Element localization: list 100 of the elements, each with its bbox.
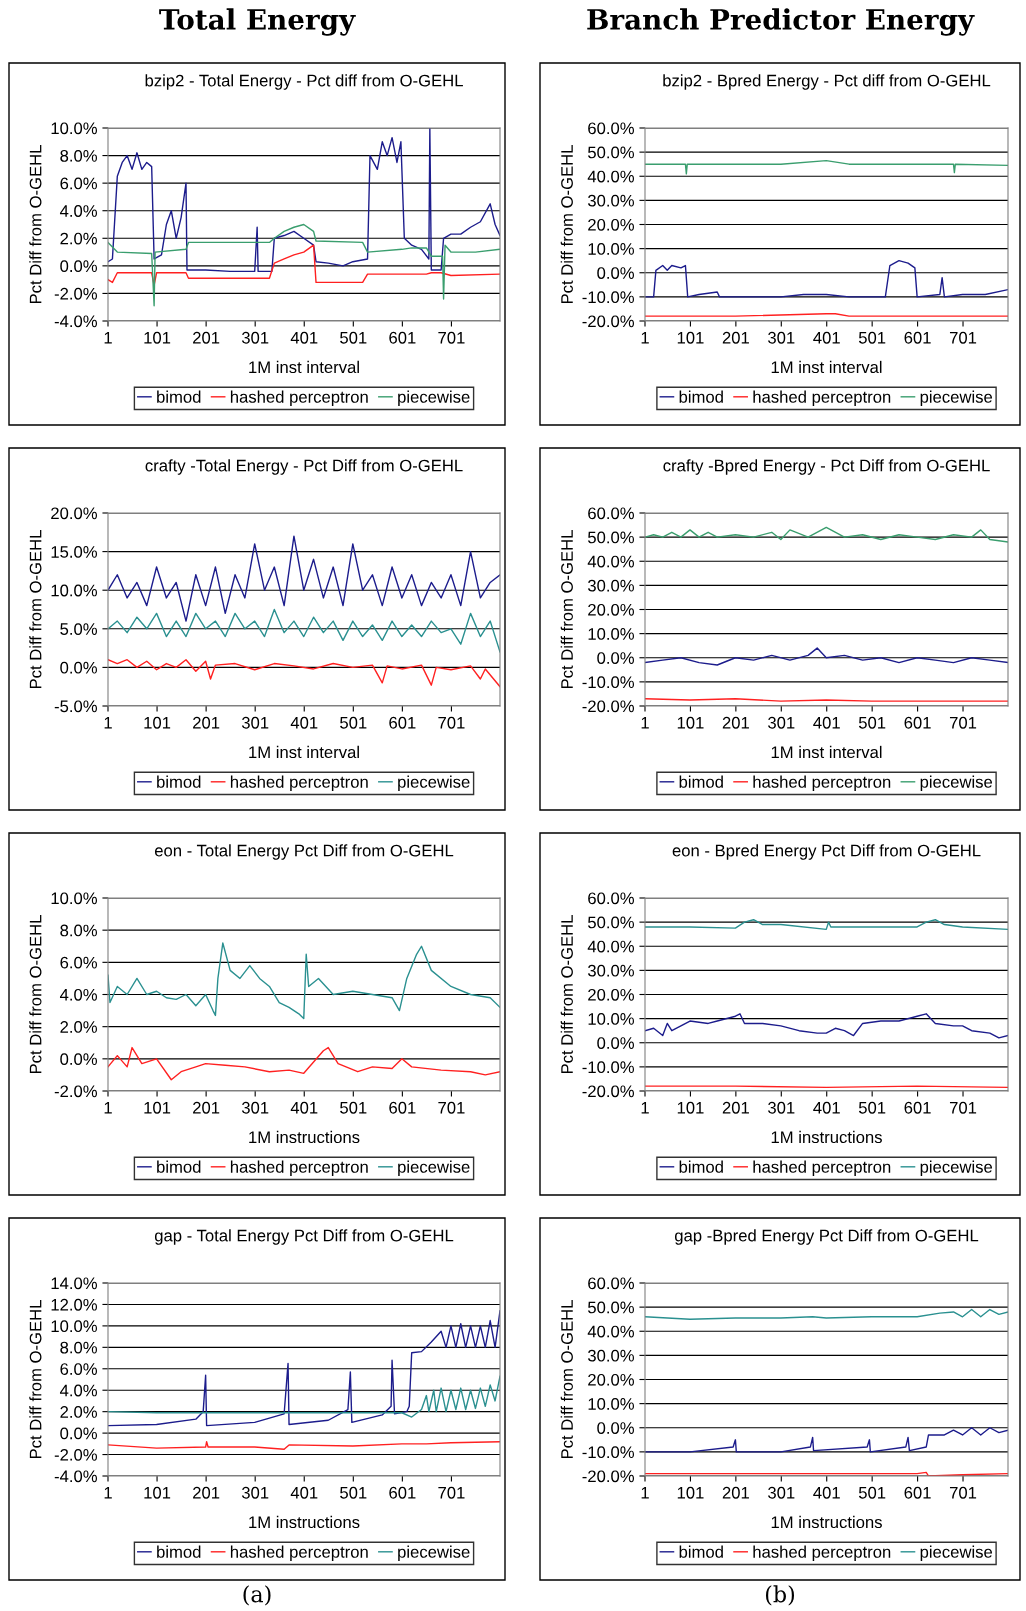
x-tick-label: 201	[193, 716, 220, 729]
y-tick-label: 8.0%	[60, 924, 97, 937]
x-axis-title: 1M inst interval	[249, 360, 359, 374]
y-tick-label: 20.0%	[51, 507, 97, 520]
y-tick-label: 50.0%	[587, 916, 634, 929]
legend-label: piecewise	[920, 1160, 993, 1177]
y-tick-label: 12.0%	[51, 1298, 97, 1311]
x-tick-label: 401	[290, 716, 318, 729]
x-tick-label: 1	[104, 332, 112, 344]
legend-label: bimod	[679, 775, 723, 788]
chart-title: crafty -Total Energy - Pct Diff from O-GEHL	[145, 459, 463, 475]
y-tick-label: 30.0%	[587, 964, 634, 977]
y-tick-label: 8.0%	[60, 149, 97, 162]
y-tick-label: 50.0%	[587, 146, 634, 159]
y-tick-label: -20.0%	[582, 315, 634, 328]
legend-label: piecewise	[398, 775, 470, 792]
legend-label: bimod	[679, 1545, 723, 1558]
x-tick-label: 301	[241, 1101, 269, 1114]
y-tick-label: -20.0%	[582, 700, 634, 713]
y-tick-label: 10.0%	[588, 243, 634, 255]
y-tick-label: -10.0%	[582, 1061, 634, 1074]
y-tick-label: 20.0%	[588, 988, 634, 1001]
y-tick-label: 6.0%	[60, 177, 97, 190]
x-tick-label: 501	[340, 1101, 367, 1114]
y-tick-label: -20.0%	[582, 1085, 634, 1098]
x-tick-label: 201	[722, 1486, 749, 1499]
legend-label: hashed perceptron	[753, 1160, 891, 1177]
y-tick-label: 50.0%	[587, 531, 634, 544]
x-tick-label: 701	[949, 716, 977, 729]
y-tick-label: 40.0%	[587, 555, 634, 568]
x-tick-label: 401	[813, 1101, 840, 1114]
y-tick-label: -10.0%	[582, 1446, 634, 1459]
legend-label: hashed perceptron	[230, 1545, 368, 1562]
y-tick-label: 4.0%	[59, 205, 97, 217]
y-tick-label: -2.0%	[54, 1448, 97, 1461]
legend-label: bimod	[157, 390, 201, 403]
y-axis-title: Pct Diff from O-GEHL	[560, 915, 573, 1074]
x-tick-label: 101	[144, 716, 171, 729]
x-tick-label: 101	[677, 716, 704, 729]
y-tick-label: -2.0%	[54, 1085, 97, 1098]
x-tick-label: 201	[193, 331, 220, 344]
y-tick-label: 40.0%	[587, 1325, 634, 1338]
x-tick-label: 1	[104, 1102, 112, 1114]
legend-label: piecewise	[920, 1545, 993, 1562]
y-tick-label: 0.0%	[60, 661, 97, 674]
x-tick-label: 201	[193, 1101, 220, 1114]
legend-label: hashed perceptron	[230, 1160, 368, 1177]
y-tick-label: 0.0%	[60, 260, 97, 273]
x-tick-label: 701	[949, 331, 977, 344]
chart-title: eon - Bpred Energy Pct Diff from O-GEHL	[672, 844, 981, 860]
x-axis-title: 1M instructions	[771, 1130, 882, 1144]
x-tick-label: 1	[104, 1487, 112, 1499]
x-tick-label: 101	[677, 331, 704, 344]
x-tick-label: 601	[904, 1486, 931, 1499]
text: Total Energy	[159, 8, 356, 36]
x-tick-label: 701	[438, 1101, 465, 1114]
y-tick-label: 10.0%	[588, 1398, 634, 1410]
y-tick-label: 30.0%	[587, 579, 634, 592]
y-tick-label: -20.0%	[582, 1470, 634, 1483]
y-tick-label: 0.0%	[597, 1037, 634, 1049]
y-tick-label: -5.0%	[54, 700, 97, 713]
x-tick-label: 601	[389, 1101, 416, 1114]
y-tick-label: 10.0%	[51, 122, 97, 135]
x-axis-title: 1M instructions	[249, 1515, 360, 1529]
x-tick-label: 601	[904, 331, 931, 344]
x-tick-label: 701	[949, 1486, 977, 1499]
y-tick-label: -4.0%	[54, 1470, 97, 1483]
x-tick-label: 1	[104, 717, 112, 729]
x-tick-label: 601	[389, 716, 416, 729]
y-tick-label: -2.0%	[54, 287, 97, 300]
x-tick-label: 101	[677, 1486, 704, 1499]
x-tick-label: 701	[949, 1101, 977, 1114]
y-axis-title: Pct Diff from O-GEHL	[560, 530, 573, 689]
y-tick-label: 20.0%	[588, 603, 634, 616]
x-tick-label: 401	[813, 331, 840, 344]
x-axis-title: 1M inst interval	[771, 745, 882, 759]
y-tick-label: 5.0%	[60, 623, 97, 635]
legend-label: bimod	[157, 1160, 201, 1173]
x-tick-label: 201	[722, 1101, 749, 1114]
y-tick-label: 40.0%	[587, 940, 634, 953]
x-tick-label: 301	[768, 1486, 795, 1499]
x-tick-label: 101	[144, 1486, 171, 1499]
y-tick-label: 6.0%	[60, 956, 97, 969]
x-tick-label: 201	[722, 331, 749, 344]
y-tick-label: 14.0%	[51, 1277, 97, 1290]
y-tick-label: 20.0%	[588, 218, 634, 231]
x-tick-label: 401	[290, 1486, 318, 1499]
x-tick-label: 401	[813, 716, 840, 729]
y-tick-label: 10.0%	[588, 628, 634, 640]
x-tick-label: 1	[641, 1487, 649, 1499]
y-tick-label: 10.0%	[51, 584, 97, 597]
y-tick-label: 8.0%	[60, 1341, 97, 1354]
x-tick-label: 601	[904, 716, 931, 729]
legend-label: bimod	[157, 1545, 201, 1558]
x-tick-label: 101	[677, 1101, 704, 1114]
x-tick-label: 501	[858, 331, 886, 344]
y-tick-label: 60.0%	[588, 1277, 634, 1290]
y-tick-label: 0.0%	[597, 652, 634, 664]
y-tick-label: 40.0%	[587, 170, 634, 183]
legend-label: hashed perceptron	[753, 775, 891, 792]
